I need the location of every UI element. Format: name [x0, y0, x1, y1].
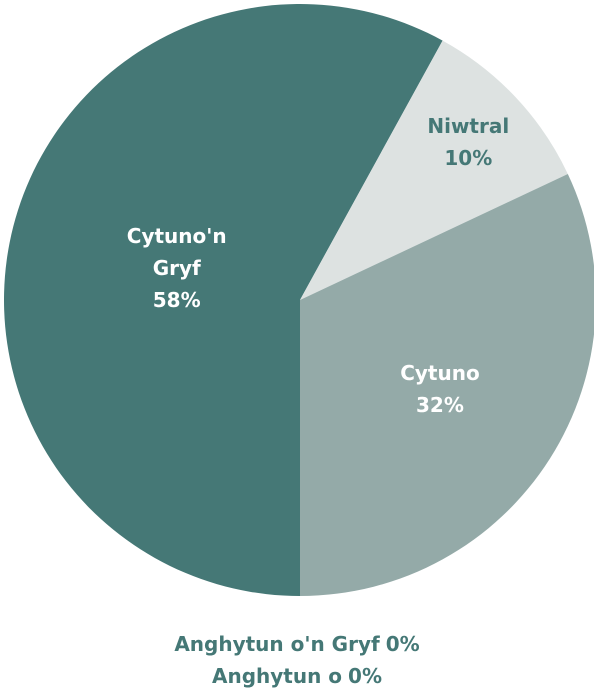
slice-name: Cytuno'n Gryf — [126, 224, 227, 281]
zero-item: Anghytun o 0% — [0, 664, 594, 688]
zero-value: 0% — [385, 632, 420, 656]
pie-slice — [300, 40, 568, 301]
slice-name: Cytuno — [400, 360, 480, 385]
slice-label: Cytuno'n Gryf 58% — [102, 220, 252, 316]
slice-value: 58% — [152, 288, 201, 313]
zero-name: Anghytun o'n Gryf — [174, 632, 380, 656]
slice-label: Cytuno 32% — [365, 357, 515, 421]
zero-value: 0% — [348, 664, 383, 688]
slice-name: Niwtral — [427, 113, 510, 138]
pie-slice — [300, 173, 594, 596]
pie-slice — [4, 4, 443, 596]
zero-name: Anghytun o — [211, 664, 343, 688]
slice-value: 10% — [444, 145, 493, 170]
zero-item: Anghytun o'n Gryf 0% — [0, 632, 594, 656]
slice-label: Niwtral 10% — [393, 110, 543, 174]
slice-value: 32% — [416, 392, 464, 417]
